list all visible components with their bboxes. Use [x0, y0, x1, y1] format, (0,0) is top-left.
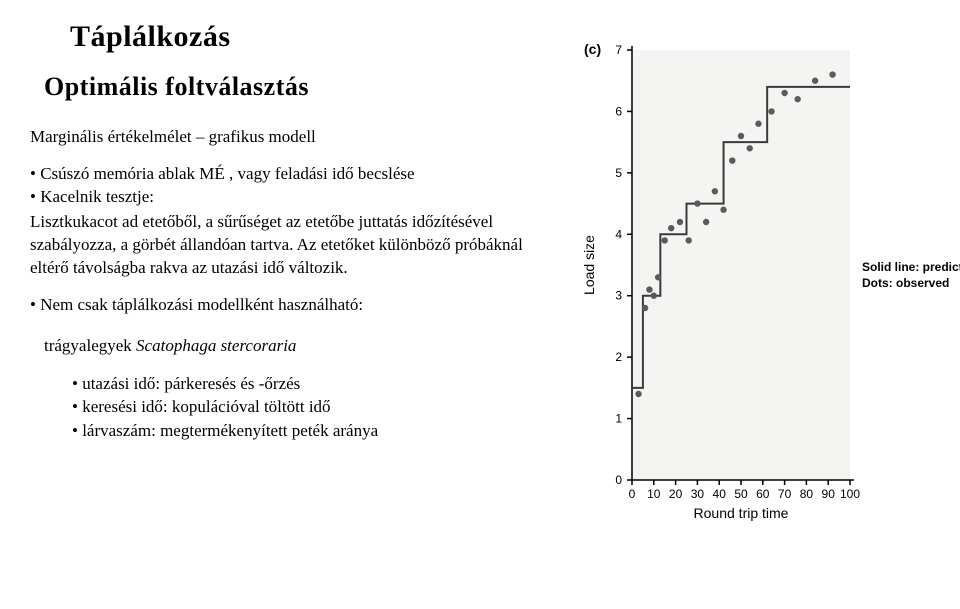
svg-text:90: 90 — [822, 487, 836, 501]
bullet-kacelnik-text: Kacelnik tesztje: — [30, 186, 560, 209]
svg-text:40: 40 — [713, 487, 727, 501]
svg-text:2: 2 — [615, 350, 622, 364]
svg-text:60: 60 — [756, 487, 770, 501]
svg-text:4: 4 — [615, 227, 622, 241]
bullet-kacelnik: Kacelnik tesztje: — [30, 186, 560, 209]
paragraph-marginal: Marginális értékelmélet – grafikus model… — [30, 126, 560, 149]
svg-text:Load size: Load size — [581, 235, 597, 295]
sub-bullet-larva: lárvaszám: megtermékenyített peték arány… — [72, 419, 560, 443]
bullet-memory: Csúszó memória ablak MÉ , vagy feladási … — [30, 163, 560, 186]
svg-text:6: 6 — [615, 104, 622, 118]
species-line: trágyalegyek Scatophaga stercoraria — [44, 335, 560, 358]
svg-text:Dots: observed: Dots: observed — [862, 276, 949, 290]
svg-text:1: 1 — [615, 412, 622, 426]
svg-text:100: 100 — [840, 487, 860, 501]
sub-bullet-search: keresési idő: kopulációval töltött idő — [72, 395, 560, 419]
svg-text:3: 3 — [615, 289, 622, 303]
svg-text:70: 70 — [778, 487, 792, 501]
load-size-chart: (c)012345670102030405060708090100Load si… — [570, 20, 960, 540]
svg-text:20: 20 — [669, 487, 683, 501]
svg-text:0: 0 — [615, 473, 622, 487]
bullet-not-only-feeding: Nem csak táplálkozási modellként használ… — [30, 294, 560, 317]
page-subtitle: Optimális foltválasztás — [44, 72, 560, 102]
svg-text:30: 30 — [691, 487, 705, 501]
page-title: Táplálkozás — [70, 20, 560, 54]
sub-bullet-travel: utazási idő: párkeresés és -őrzés — [72, 372, 560, 396]
svg-text:0: 0 — [629, 487, 636, 501]
species-name: Scatophaga stercoraria — [136, 336, 296, 355]
species-prefix: trágyalegyek — [44, 336, 136, 355]
svg-text:(c): (c) — [584, 41, 601, 57]
paragraph-method: Lisztkukacot ad etetőből, a sűrűséget az… — [30, 211, 560, 280]
bullet-not-only-feeding-text: Nem csak táplálkozási modellként használ… — [30, 294, 560, 317]
svg-text:Round trip time: Round trip time — [694, 505, 789, 521]
svg-text:Solid line: prediction: Solid line: prediction — [862, 260, 960, 274]
svg-text:7: 7 — [615, 43, 622, 57]
svg-text:5: 5 — [615, 166, 622, 180]
bullet-memory-text: Csúszó memória ablak MÉ , vagy feladási … — [30, 163, 560, 186]
svg-text:50: 50 — [734, 487, 748, 501]
svg-text:80: 80 — [800, 487, 814, 501]
svg-text:10: 10 — [647, 487, 661, 501]
